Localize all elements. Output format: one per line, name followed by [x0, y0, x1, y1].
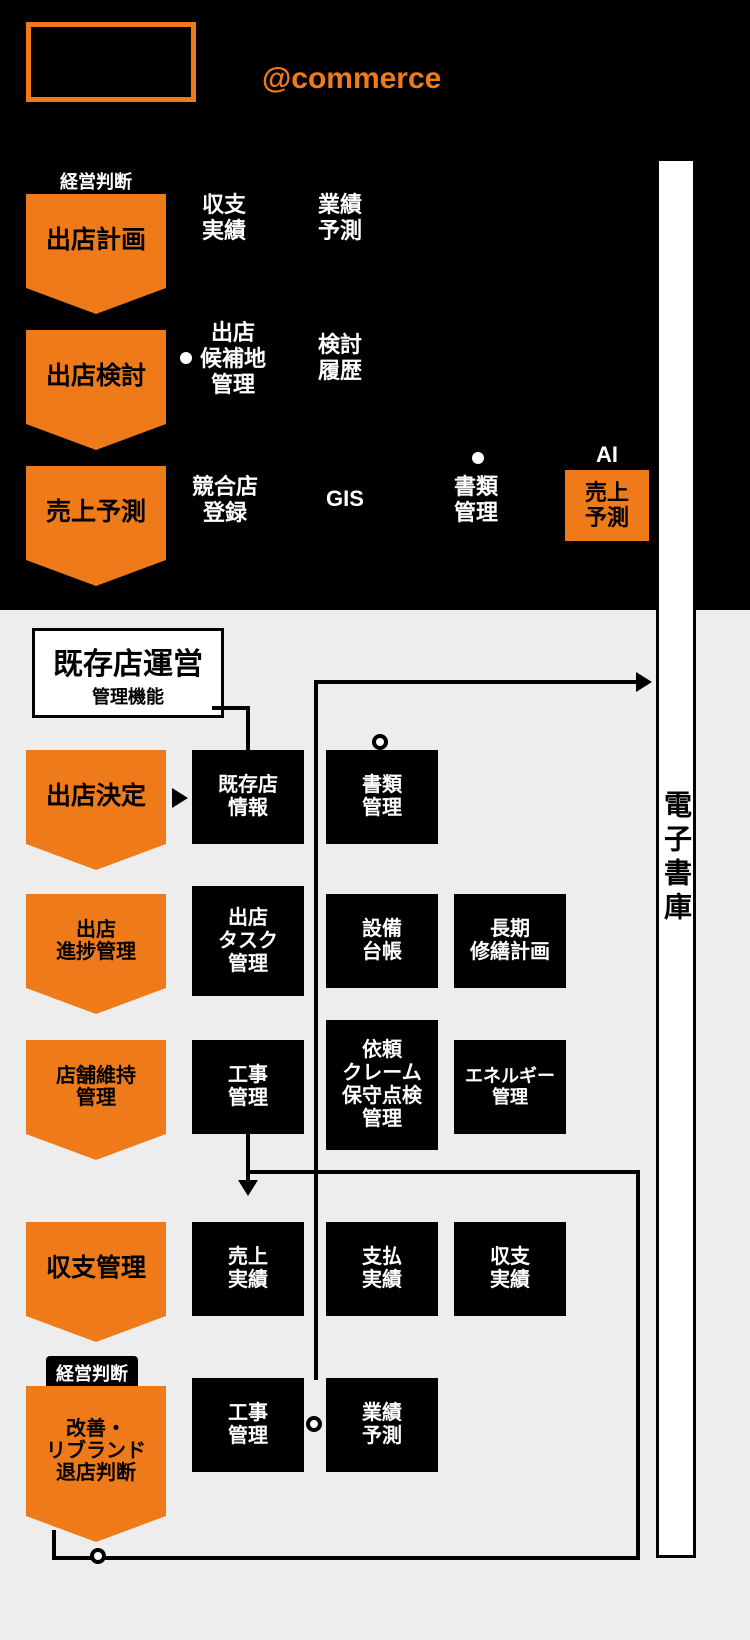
card-gyoseki2: 業績予測: [326, 1378, 438, 1472]
arrow-right-icon: [636, 672, 652, 692]
step-maint: 店舗維持管理: [26, 1040, 166, 1134]
connector: [52, 1530, 56, 1560]
card-shiharai: 支払実績: [326, 1222, 438, 1316]
card-irai: 依頼クレーム保守点検管理: [326, 1020, 438, 1150]
step-decision: 出店決定: [26, 750, 166, 844]
archive-label: 電子書庫: [656, 790, 696, 926]
item-gyoseki-yosoku: 業績予測: [318, 192, 362, 244]
connector: [636, 1170, 640, 1558]
arrow-right-icon: [172, 788, 188, 808]
section-title: 既存店運営 管理機能: [32, 628, 224, 718]
step-forecast: 売上予測: [26, 466, 166, 560]
item-shushi-jisseki: 収支実績: [202, 192, 246, 244]
ring-icon: [372, 734, 388, 750]
step-shushi-label: 収支管理: [46, 1255, 146, 1283]
connector: [314, 680, 640, 684]
item-gis: GIS: [326, 486, 364, 512]
step-maint-label: 店舗維持管理: [56, 1065, 136, 1109]
card-kouji2: 工事管理: [192, 1378, 304, 1472]
step-plan: 出店計画: [26, 194, 166, 288]
card-shorui-kanri: 書類管理: [326, 750, 438, 844]
step-progress-label: 出店進捗管理: [56, 919, 136, 963]
brand: @commerce: [262, 62, 441, 96]
step-forecast-label: 売上予測: [46, 499, 146, 527]
card-uriage: 売上実績: [192, 1222, 304, 1316]
ring-icon: [90, 1548, 106, 1564]
step-progress: 出店進捗管理: [26, 894, 166, 988]
section-title-sub: 管理機能: [53, 683, 203, 709]
logo-box: [26, 22, 196, 102]
card-shushi-j: 収支実績: [454, 1222, 566, 1316]
connector: [52, 1556, 640, 1560]
item-shorui: 書類管理: [454, 474, 498, 526]
connector: [246, 706, 250, 750]
card-kizon-info: 既存店情報: [192, 750, 304, 844]
dot-icon: [180, 352, 192, 364]
card-energy: エネルギー管理: [454, 1040, 566, 1134]
arrow-down-icon: [238, 1180, 258, 1196]
connector: [212, 706, 250, 710]
card-kouji: 工事管理: [192, 1040, 304, 1134]
archive-bar: 電子書庫: [656, 158, 696, 1558]
step-shushi: 収支管理: [26, 1222, 166, 1316]
ai-tab: AI: [565, 440, 649, 470]
connector: [246, 1134, 250, 1184]
step-improve: 改善・リブランド退店判断: [26, 1386, 166, 1516]
card-task: 出店タスク管理: [192, 886, 304, 996]
pill-keiei-1: 経営判断: [50, 164, 142, 198]
card-choki: 長期修繕計画: [454, 894, 566, 988]
pill-keiei-2: 経営判断: [46, 1356, 138, 1390]
step-improve-label: 改善・リブランド退店判断: [46, 1418, 146, 1484]
item-kouhochi: 出店候補地管理: [200, 320, 266, 398]
item-kyogo: 競合店登録: [192, 474, 258, 526]
item-kento-rireki: 検討履歴: [318, 332, 362, 384]
step-plan-label: 出店計画: [46, 227, 146, 255]
dot-icon-2: [472, 452, 484, 464]
step-review-label: 出店検討: [46, 363, 146, 391]
ai-block: AI 売上予測: [565, 440, 649, 541]
card-setsubi: 設備台帳: [326, 894, 438, 988]
connector: [314, 680, 318, 1380]
section-title-main: 既存店運営: [53, 639, 203, 683]
step-decision-label: 出店決定: [46, 783, 146, 811]
ai-box-label: 売上予測: [565, 470, 649, 541]
step-review: 出店検討: [26, 330, 166, 424]
connector: [246, 1170, 640, 1174]
ring-icon: [306, 1416, 322, 1432]
